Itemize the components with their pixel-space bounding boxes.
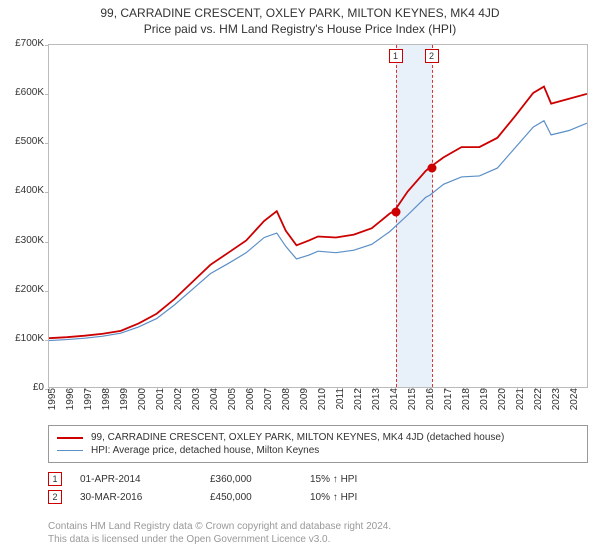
y-tick-label: £500K (15, 136, 44, 147)
transaction-row: 1 01-APR-2014£360,00015% ↑ HPI (48, 472, 588, 486)
footer: Contains HM Land Registry data © Crown c… (48, 520, 588, 546)
x-tick-label: 2002 (173, 388, 184, 410)
title-sub: Price paid vs. HM Land Registry's House … (0, 22, 600, 36)
x-tick-label: 1998 (101, 388, 112, 410)
titles: 99, CARRADINE CRESCENT, OXLEY PARK, MILT… (0, 0, 600, 36)
y-tick-label: £200K (15, 284, 44, 295)
legend-row: 99, CARRADINE CRESCENT, OXLEY PARK, MILT… (57, 432, 579, 443)
legend-swatch (57, 437, 83, 439)
x-tick-label: 2003 (191, 388, 202, 410)
x-tick-label: 2023 (551, 388, 562, 410)
y-tick-label: £300K (15, 235, 44, 246)
y-tick-label: £700K (15, 38, 44, 49)
x-tick-label: 2012 (353, 388, 364, 410)
transactions-table: 1 01-APR-2014£360,00015% ↑ HPI 2 30-MAR-201… (48, 468, 588, 508)
series-hpi (49, 121, 587, 341)
y-tick-label: £0 (33, 382, 44, 393)
transaction-pct: 15% ↑ HPI (310, 474, 430, 485)
x-tick-label: 2017 (443, 388, 454, 410)
legend-row: HPI: Average price, detached house, Milt… (57, 445, 579, 456)
plot-box: 12 (48, 44, 588, 388)
x-tick-label: 2010 (317, 388, 328, 410)
y-tick (45, 94, 49, 95)
x-tick-label: 2006 (245, 388, 256, 410)
y-tick-label: £100K (15, 333, 44, 344)
x-tick-label: 2018 (461, 388, 472, 410)
footer-line-1: Contains HM Land Registry data © Crown c… (48, 520, 588, 533)
x-tick-label: 2004 (209, 388, 220, 410)
chart-container: 99, CARRADINE CRESCENT, OXLEY PARK, MILT… (0, 0, 600, 560)
y-tick (45, 291, 49, 292)
transaction-price: £360,000 (210, 474, 310, 485)
transaction-row: 2 30-MAR-2016£450,00010% ↑ HPI (48, 490, 588, 504)
y-tick (45, 45, 49, 46)
transaction-index-box: 1 (48, 472, 62, 486)
transaction-date: 01-APR-2014 (80, 474, 210, 485)
x-tick-label: 1997 (83, 388, 94, 410)
x-tick-label: 1995 (47, 388, 58, 410)
x-tick-label: 2020 (497, 388, 508, 410)
y-tick-label: £600K (15, 87, 44, 98)
x-tick-label: 2014 (389, 388, 400, 410)
transaction-pct: 10% ↑ HPI (310, 492, 430, 503)
transaction-date: 30-MAR-2016 (80, 492, 210, 503)
x-tick-label: 2009 (299, 388, 310, 410)
marker-dot (391, 208, 400, 217)
legend-label: 99, CARRADINE CRESCENT, OXLEY PARK, MILT… (91, 432, 504, 443)
x-tick-label: 2021 (515, 388, 526, 410)
legend: 99, CARRADINE CRESCENT, OXLEY PARK, MILT… (48, 425, 588, 463)
event-box: 2 (425, 49, 439, 63)
y-tick (45, 242, 49, 243)
x-tick-label: 1996 (65, 388, 76, 410)
x-tick-label: 2005 (227, 388, 238, 410)
x-tick-label: 2013 (371, 388, 382, 410)
y-tick-label: £400K (15, 185, 44, 196)
marker-dot (427, 163, 436, 172)
x-tick-label: 2001 (155, 388, 166, 410)
y-tick (45, 143, 49, 144)
x-tick-label: 2016 (425, 388, 436, 410)
x-tick-label: 2015 (407, 388, 418, 410)
y-tick (45, 192, 49, 193)
title-main: 99, CARRADINE CRESCENT, OXLEY PARK, MILT… (0, 6, 600, 20)
x-tick-label: 1999 (119, 388, 130, 410)
x-tick-label: 2008 (281, 388, 292, 410)
series-price_paid (49, 87, 587, 339)
event-box: 1 (389, 49, 403, 63)
x-tick-label: 2024 (569, 388, 580, 410)
legend-label: HPI: Average price, detached house, Milt… (91, 445, 319, 456)
legend-swatch (57, 450, 83, 451)
transaction-index-box: 2 (48, 490, 62, 504)
x-tick-label: 2007 (263, 388, 274, 410)
x-tick-label: 2022 (533, 388, 544, 410)
transaction-price: £450,000 (210, 492, 310, 503)
x-tick-label: 2011 (335, 388, 346, 410)
x-tick-label: 2019 (479, 388, 490, 410)
chart-area: 12 £0£100K£200K£300K£400K£500K£600K£700K… (48, 44, 588, 388)
y-tick (45, 340, 49, 341)
chart-lines-svg (49, 45, 587, 387)
x-tick-label: 2000 (137, 388, 148, 410)
footer-line-2: This data is licensed under the Open Gov… (48, 533, 588, 546)
